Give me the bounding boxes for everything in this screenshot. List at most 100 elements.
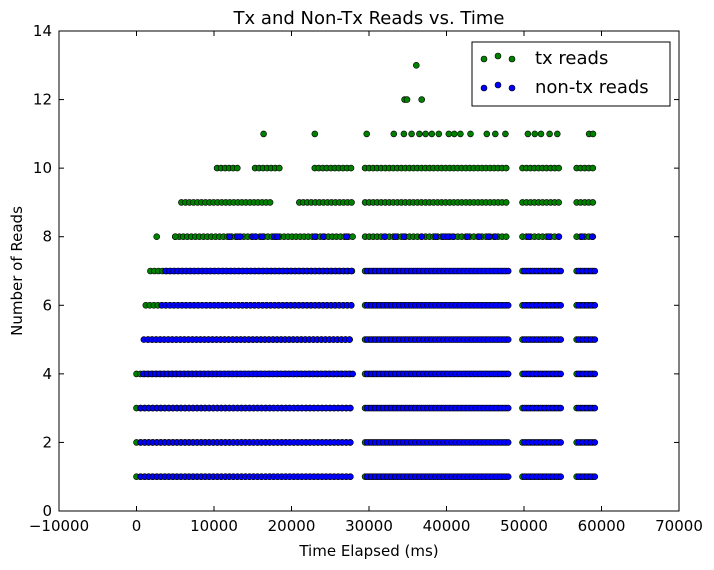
data-point	[464, 233, 471, 240]
data-point	[591, 439, 599, 446]
x-tick-label: 20000	[268, 517, 316, 535]
data-point	[531, 130, 539, 138]
data-point	[483, 130, 491, 138]
data-point	[555, 164, 563, 172]
data-point	[591, 404, 599, 412]
series-non-tx-reads	[137, 233, 599, 481]
data-point	[504, 267, 512, 275]
legend-box	[471, 41, 671, 107]
data-point	[588, 233, 596, 240]
data-point	[557, 336, 565, 343]
x-tick-label: 70000	[655, 517, 703, 535]
data-point	[390, 130, 398, 138]
data-point	[546, 130, 553, 138]
legend-marker	[494, 52, 502, 60]
data-point	[502, 130, 509, 138]
data-point	[502, 164, 510, 172]
x-tick-label: 50000	[500, 517, 548, 535]
data-point	[418, 96, 426, 103]
data-point	[502, 199, 510, 206]
data-point	[237, 233, 244, 240]
data-point	[343, 233, 350, 240]
data-point	[422, 130, 429, 138]
data-point	[266, 199, 274, 206]
data-point	[391, 233, 399, 240]
data-point	[258, 233, 266, 240]
data-point	[412, 62, 420, 69]
data-point	[578, 233, 586, 240]
data-point	[504, 301, 512, 309]
data-point	[545, 233, 553, 240]
data-point	[252, 233, 260, 240]
data-point	[346, 336, 353, 343]
y-tick-label: 8	[42, 228, 52, 246]
x-tick-label: 60000	[578, 517, 626, 535]
legend-marker	[494, 81, 502, 89]
y-tick-label: 14	[33, 22, 52, 40]
data-point	[418, 233, 426, 240]
data-point	[347, 164, 355, 172]
data-point	[226, 233, 233, 240]
data-point	[591, 370, 599, 378]
data-point	[347, 267, 355, 275]
data-point	[475, 233, 483, 240]
data-point	[557, 473, 565, 481]
data-point	[349, 370, 357, 378]
data-point	[504, 370, 512, 378]
y-axis-label: Number of Reads	[8, 206, 26, 336]
data-point	[347, 301, 355, 309]
data-point	[557, 267, 565, 275]
data-point	[445, 130, 453, 138]
chart-title: Tx and Non-Tx Reads vs. Time	[233, 8, 505, 29]
data-point	[428, 130, 436, 138]
data-point	[591, 267, 599, 275]
data-point	[274, 233, 281, 240]
data-point	[416, 130, 423, 138]
data-point	[491, 130, 499, 138]
legend-markers	[480, 52, 516, 92]
data-point	[504, 404, 512, 412]
data-point	[450, 130, 458, 138]
x-tick-label: 0	[132, 517, 142, 535]
data-point	[275, 164, 283, 172]
data-point	[403, 96, 411, 103]
x-axis-label: Time Elapsed (ms)	[298, 542, 438, 560]
y-tick-label: 4	[42, 365, 52, 383]
data-point	[525, 233, 532, 240]
data-point	[589, 130, 597, 138]
data-point	[589, 199, 597, 206]
data-point	[504, 439, 512, 446]
data-point	[432, 233, 440, 240]
data-point	[435, 130, 443, 138]
y-tick-label: 0	[42, 502, 52, 520]
x-axis: −10000 0 10000 20000 30000 40000 50000 60000 700…	[29, 31, 703, 535]
data-point	[348, 199, 355, 206]
data-point	[347, 473, 354, 481]
legend: tx reads non-tx reads	[471, 41, 671, 107]
legend-marker	[508, 55, 516, 63]
data-point	[557, 439, 565, 446]
x-tick-label: 10000	[190, 517, 238, 535]
data-point	[347, 404, 354, 412]
data-point	[557, 404, 565, 412]
legend-marker	[508, 84, 516, 92]
data-point	[555, 199, 563, 206]
legend-marker	[480, 55, 488, 63]
data-point	[591, 301, 599, 309]
data-point	[457, 130, 464, 138]
y-tick-label: 10	[33, 159, 52, 177]
data-point	[504, 473, 512, 481]
data-point	[555, 233, 563, 240]
data-point	[589, 164, 597, 172]
data-point	[557, 370, 565, 378]
data-point	[557, 301, 565, 309]
legend-marker	[480, 84, 488, 92]
legend-entry-non-tx-reads: non-tx reads	[535, 77, 649, 98]
data-point	[347, 439, 354, 446]
data-point	[491, 233, 499, 240]
data-point	[408, 130, 415, 138]
y-tick-label: 6	[42, 296, 52, 314]
y-tick-label: 2	[42, 433, 52, 451]
x-tick-label: 40000	[423, 517, 471, 535]
